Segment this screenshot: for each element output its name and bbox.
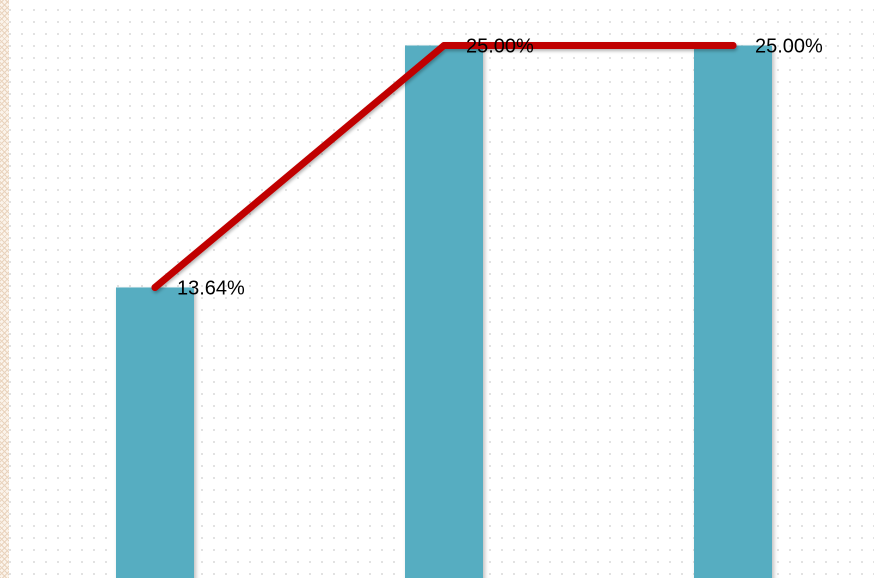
bar-series <box>116 45 772 578</box>
line-point-2 <box>440 42 448 49</box>
bar-3 <box>694 45 772 578</box>
line-point-1 <box>151 283 159 291</box>
bar-2 <box>405 45 483 578</box>
data-label-3: 25.00% <box>755 36 823 58</box>
line-point-3 <box>729 42 737 49</box>
data-label-2: 25.00% <box>466 36 534 58</box>
data-labels: 13.64% 25.00% 25.00% <box>177 36 823 300</box>
bar-1 <box>116 287 194 578</box>
decorative-border <box>0 0 9 578</box>
data-label-1: 13.64% <box>177 277 245 299</box>
line-series <box>151 42 737 291</box>
